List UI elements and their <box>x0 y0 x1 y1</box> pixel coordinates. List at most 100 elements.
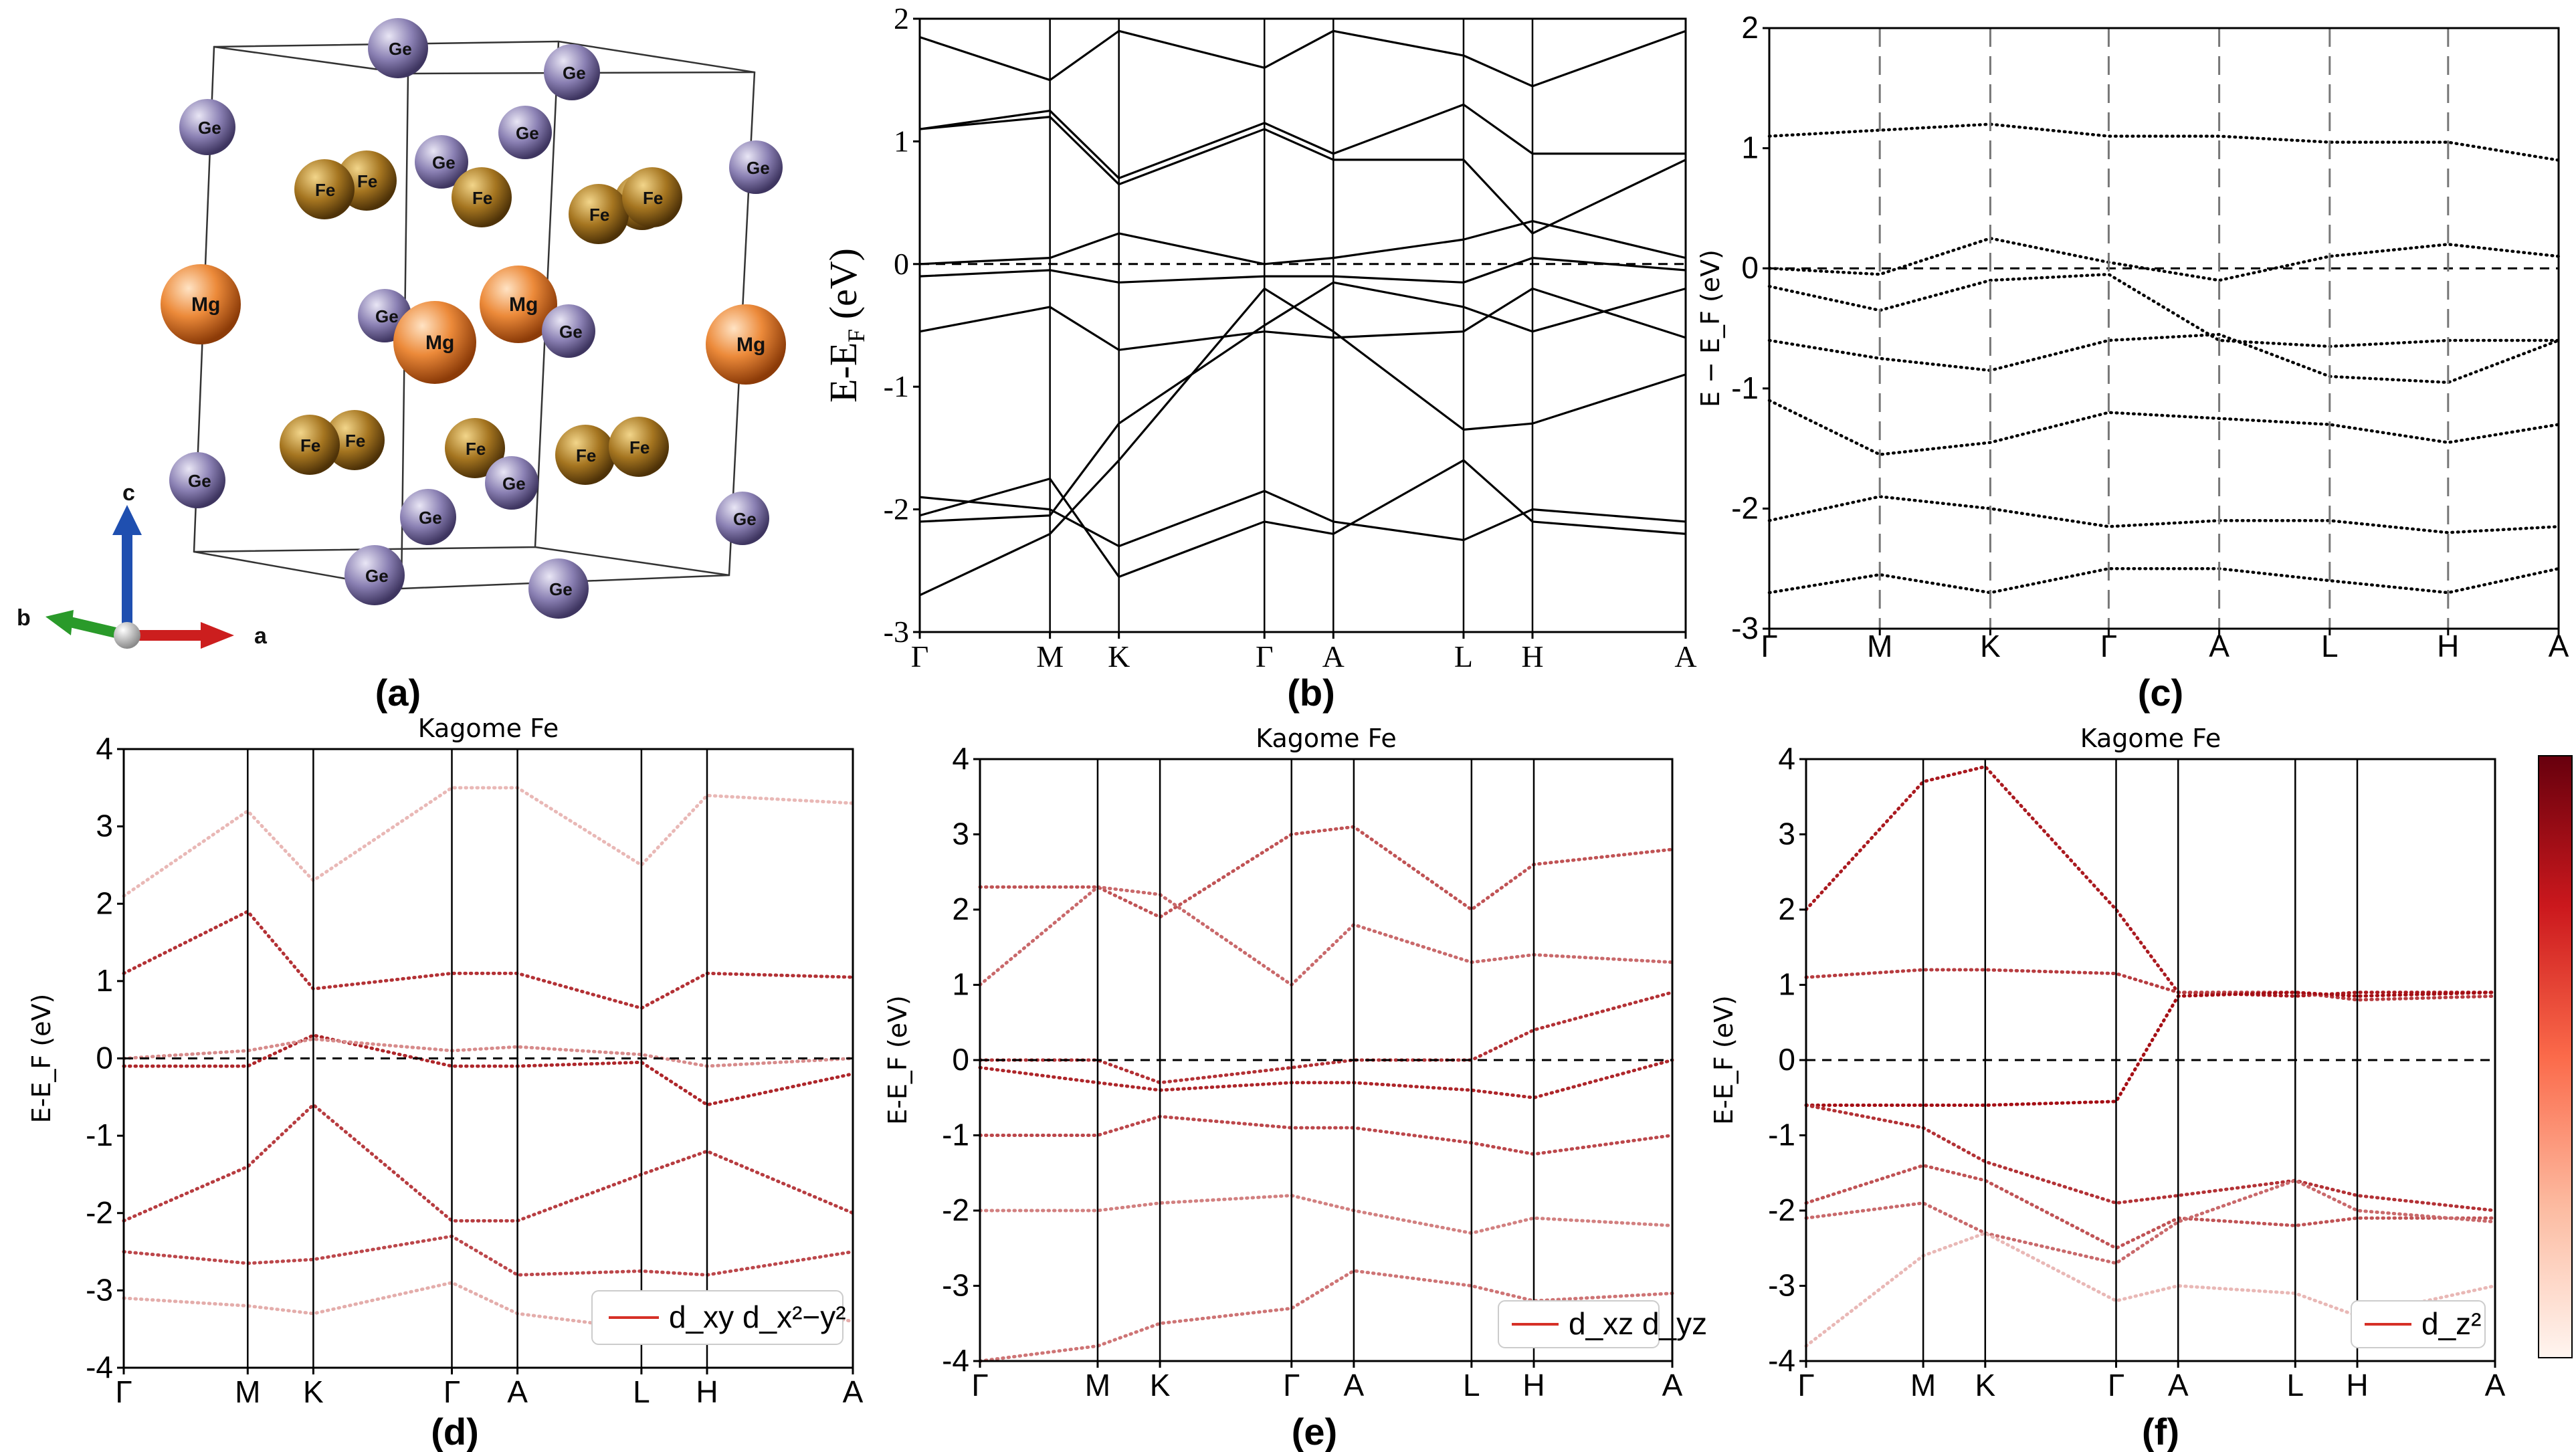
x-tick-label: Γ <box>1761 629 1777 663</box>
fe-atom-label: Fe <box>466 439 486 459</box>
c-axis-label: c <box>122 480 135 506</box>
y-tick-label: -3 <box>942 1268 969 1303</box>
y-tick-label: -3 <box>1731 611 1759 645</box>
x-tick-label: Γ <box>2108 1368 2124 1403</box>
panel-label-d: (d) <box>431 1411 479 1452</box>
ge-atom-label: Ge <box>198 118 221 138</box>
y-tick-label: 1 <box>96 963 113 998</box>
panel-label-b: (b) <box>1287 671 1335 714</box>
y-tick-label: -2 <box>1731 490 1759 525</box>
y-tick-label: -3 <box>884 615 909 649</box>
y-axis-label: E-E_F (eV) <box>1709 995 1739 1125</box>
band-dots-c7 <box>1767 399 2561 456</box>
y-tick-label: -1 <box>942 1118 969 1152</box>
fe-atom-label: Fe <box>357 171 377 191</box>
ge-atom-label: Ge <box>747 158 770 178</box>
band-line-b6 <box>919 116 1686 235</box>
y-tick-label: 1 <box>1778 967 1795 1002</box>
ge-atom-label: Ge <box>559 322 583 342</box>
band-dots-d4 <box>122 1234 855 1277</box>
ge-atom-label: Ge <box>502 474 526 494</box>
x-tick-label: Γ <box>1283 1368 1300 1403</box>
ge-atom-label: Ge <box>365 566 389 586</box>
fe-atom-label: Fe <box>345 431 365 451</box>
x-tick-label: A <box>2549 629 2569 663</box>
y-tick-label: -4 <box>86 1350 113 1384</box>
ge-atom-label: Ge <box>432 152 456 173</box>
x-tick-label: K <box>1108 639 1130 673</box>
x-tick-label: M <box>1036 639 1064 673</box>
x-tick-label: Γ <box>115 1374 132 1409</box>
band-dots-d6 <box>122 786 855 898</box>
band-dots-f1 <box>1804 764 2497 998</box>
mg-atom <box>480 266 557 343</box>
y-tick-label: 1 <box>894 124 909 158</box>
y-tick-label: 0 <box>1741 250 1759 285</box>
band-dots-f6 <box>1804 1178 2497 1265</box>
y-tick-label: 2 <box>952 892 969 926</box>
y-tick-label: -1 <box>86 1118 113 1152</box>
y-tick-label: 3 <box>952 817 969 851</box>
y-tick-label: 0 <box>952 1042 969 1077</box>
band-line-b4 <box>919 257 1686 284</box>
y-tick-label: 1 <box>952 967 969 1002</box>
mg-atom-label: Mg <box>191 294 220 316</box>
mg-atom <box>706 304 786 385</box>
ge-atom <box>179 99 235 155</box>
band-dots-e6 <box>978 1194 1674 1235</box>
x-tick-label: A <box>1674 639 1696 673</box>
legend-d: d_xy d_x²−y² <box>591 1290 846 1345</box>
plot-frame <box>918 17 1687 633</box>
x-tick-label: H <box>1522 1368 1545 1403</box>
x-tick-label: A <box>1344 1368 1365 1403</box>
fe-atom <box>452 167 512 227</box>
band-dots-e5 <box>978 1114 1674 1156</box>
ge-atom <box>716 492 769 545</box>
band-dots-f2 <box>1804 968 2497 1002</box>
band-dots-f3 <box>1804 991 2497 1107</box>
band-dots-d2 <box>122 1033 855 1107</box>
band-structure-c: 210-1-2-3Γ M K Γ A L H AE − E_F (eV) <box>1696 10 2569 663</box>
ge-atom-label: Ge <box>389 39 412 59</box>
legend-box <box>591 1290 844 1345</box>
band-line-b10 <box>919 29 1686 88</box>
ge-atom-label: Ge <box>549 579 573 599</box>
fe-atom-label: Fe <box>576 445 596 465</box>
x-tick-label: Γ <box>2100 629 2117 663</box>
colorbar <box>2538 755 2573 1358</box>
plot-frame <box>122 748 854 1369</box>
chart-title: Kagome Fe <box>2080 724 2221 753</box>
y-tick-label: 0 <box>894 247 909 281</box>
y-tick-label: -2 <box>86 1195 113 1230</box>
ge-atom-label: Ge <box>419 508 442 528</box>
legend-box <box>2351 1300 2486 1348</box>
band-dots-e2 <box>978 885 1674 987</box>
y-tick-label: 2 <box>1741 10 1759 45</box>
x-tick-label: M <box>1910 1368 1936 1403</box>
y-tick-label: -3 <box>86 1272 113 1307</box>
fe-atom <box>609 417 669 477</box>
ge-atom <box>400 489 456 545</box>
ge-atom <box>485 456 538 510</box>
y-tick-label: -2 <box>884 492 909 526</box>
panel-label-a: (a) <box>375 671 421 714</box>
band-dots-c5 <box>1767 495 2561 534</box>
band-line-b7 <box>919 103 1686 180</box>
y-tick-label: -1 <box>1731 371 1759 405</box>
mg-atom-label: Mg <box>509 294 538 316</box>
ge-atom-label: Ge <box>188 471 211 491</box>
x-tick-label: K <box>1150 1368 1171 1403</box>
x-tick-label: K <box>1975 1368 1995 1403</box>
x-tick-label: Γ <box>971 1368 988 1403</box>
ge-atom <box>528 558 589 619</box>
x-tick-label: L <box>1463 1368 1480 1403</box>
ge-atom <box>415 135 468 189</box>
ge-atom <box>544 44 600 100</box>
band-dots-e4 <box>978 1058 1674 1100</box>
x-tick-label: A <box>2168 1368 2189 1403</box>
band-dots-d1 <box>122 910 855 1010</box>
x-tick-label: L <box>2287 1368 2304 1403</box>
y-axis-label: E-EF (eV) <box>821 248 870 403</box>
a-axis-label: a <box>254 623 268 649</box>
panel-label-f: (f) <box>2142 1411 2179 1452</box>
